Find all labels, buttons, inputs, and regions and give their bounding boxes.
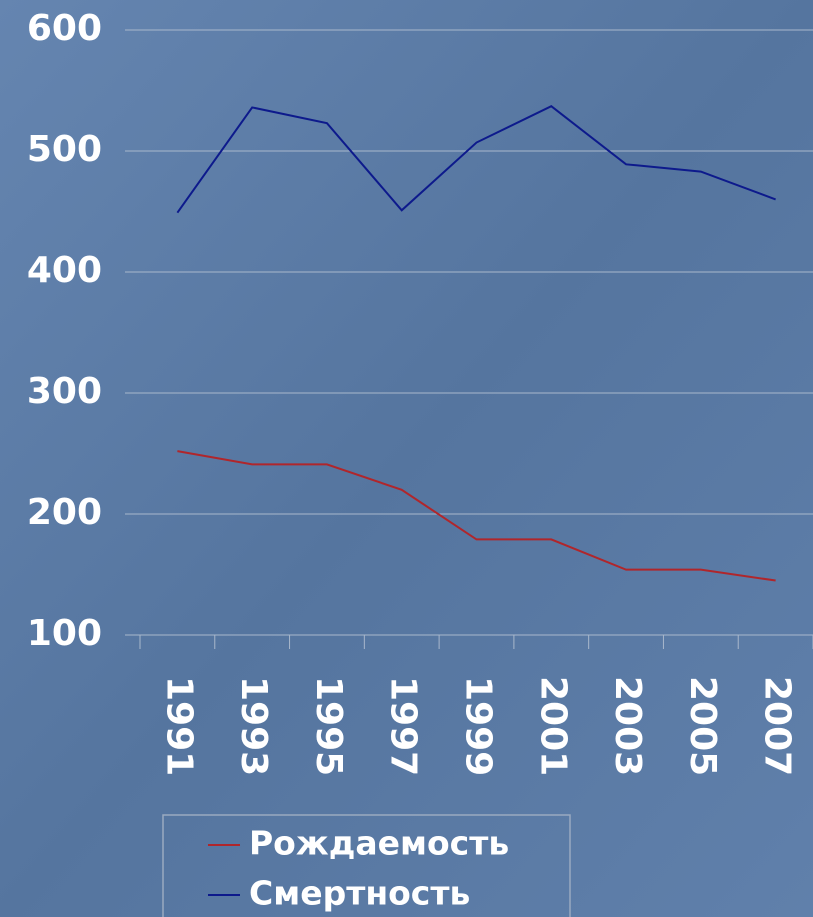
y-tick-label: 300: [27, 371, 102, 412]
series-line: [177, 450, 776, 582]
y-tick-label: 200: [27, 492, 102, 533]
x-tick-label: 2005: [682, 676, 723, 776]
x-tick-label: 1993: [233, 676, 274, 776]
legend-label: Смертность: [249, 874, 470, 913]
x-tick-label: 2003: [607, 676, 648, 776]
legend-box: [162, 814, 571, 917]
x-tick-label: 1999: [458, 676, 499, 776]
x-tick-label: 2007: [757, 676, 798, 776]
y-tick-label: 400: [27, 250, 102, 291]
y-tick-label: 600: [27, 8, 102, 49]
series-line: [176, 105, 776, 214]
x-tick-label: 1995: [308, 676, 349, 776]
plot: 100 200 300 400 500 600 1991 1993 1995 1997 1999 20…: [27, 8, 813, 913]
x-tick-label: 1997: [383, 676, 424, 776]
legend-label: Рождаемость: [249, 824, 509, 863]
y-tick-label: 100: [27, 613, 102, 654]
x-tick-label: 2001: [532, 676, 573, 776]
y-tick-label: 500: [27, 129, 102, 170]
x-tick-label: 1991: [158, 676, 199, 776]
